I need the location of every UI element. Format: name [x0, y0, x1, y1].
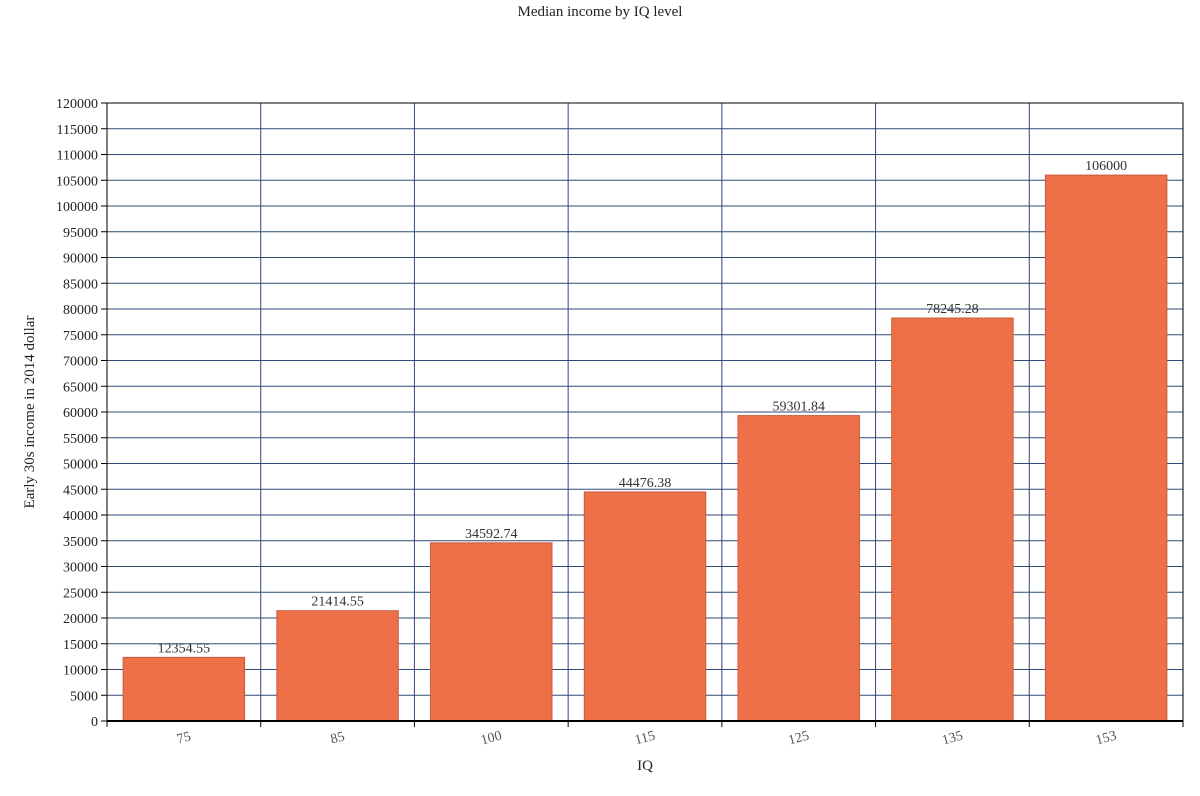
y-tick-label: 80000	[63, 303, 98, 318]
y-tick-label: 105000	[56, 174, 98, 189]
y-tick-label: 100000	[56, 200, 98, 215]
y-tick-label: 55000	[63, 432, 98, 447]
y-tick-label: 45000	[63, 483, 98, 498]
data-labels: 12354.55 21414.55 34592.74 44476.38 59301.84…	[158, 159, 1128, 656]
x-tick-label: 75	[175, 729, 192, 747]
bar	[737, 415, 860, 722]
y-tick-label: 65000	[63, 380, 98, 395]
x-tick-label: 153	[1094, 729, 1118, 749]
y-tick-label: 30000	[63, 561, 98, 576]
bar-value-label: 21414.55	[311, 595, 364, 610]
bar-value-label: 34592.74	[465, 527, 518, 542]
bar-value-label: 44476.38	[619, 476, 672, 491]
y-tick-label: 60000	[63, 406, 98, 421]
y-tick-label: 95000	[63, 226, 98, 241]
y-tick-label: 110000	[57, 149, 98, 164]
bar	[583, 491, 707, 722]
x-axis-label: IQ	[637, 758, 653, 774]
y-tick-label: 25000	[63, 586, 98, 601]
y-tick-label: 120000	[56, 97, 98, 112]
bar	[276, 610, 399, 722]
bar-value-label: 78245.28	[926, 302, 979, 317]
bars	[122, 174, 1168, 722]
y-tick-label: 40000	[63, 509, 98, 524]
bar	[1044, 174, 1168, 722]
y-tick-label: 85000	[63, 277, 98, 292]
x-tick-label: 115	[633, 729, 657, 749]
y-tick-label: 90000	[63, 252, 98, 267]
y-tick-label: 35000	[63, 535, 98, 550]
x-tick-label: 100	[479, 729, 503, 749]
y-tick-label: 75000	[63, 329, 98, 344]
y-tick-label: 10000	[63, 664, 98, 679]
x-tick-label: 135	[940, 729, 964, 749]
bar-value-label: 106000	[1085, 159, 1127, 174]
y-tick-label: 15000	[63, 638, 98, 653]
y-axis-ticks: 0 5000 10000 15000 20000 25000 30000 35000 40000…	[56, 97, 107, 730]
y-tick-label: 115000	[57, 123, 98, 138]
bar-value-label: 59301.84	[772, 400, 825, 415]
x-axis-ticks: 75 85 100 115 125 135 153	[106, 721, 1184, 749]
x-tick-label: 85	[329, 729, 346, 747]
bar	[430, 542, 553, 722]
bar-value-label: 12354.55	[158, 641, 211, 656]
y-axis-label: Early 30s income in 2014 dollar	[22, 316, 38, 509]
y-tick-label: 70000	[63, 355, 98, 370]
y-tick-label: 20000	[63, 612, 98, 627]
y-tick-label: 5000	[70, 689, 98, 704]
chart-title: Median income by IQ level	[518, 4, 683, 20]
y-tick-label: 50000	[63, 458, 98, 473]
bar	[122, 656, 246, 722]
y-tick-label: 0	[91, 715, 98, 730]
bar	[891, 317, 1014, 722]
x-tick-label: 125	[787, 729, 811, 749]
